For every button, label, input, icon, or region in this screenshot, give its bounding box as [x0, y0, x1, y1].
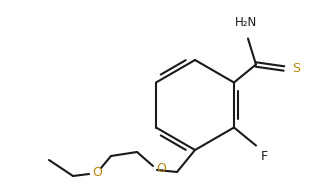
Text: S: S	[292, 62, 300, 75]
Text: F: F	[261, 149, 268, 163]
Text: O: O	[156, 161, 166, 174]
Text: O: O	[92, 166, 102, 178]
Text: H₂N: H₂N	[235, 16, 257, 29]
